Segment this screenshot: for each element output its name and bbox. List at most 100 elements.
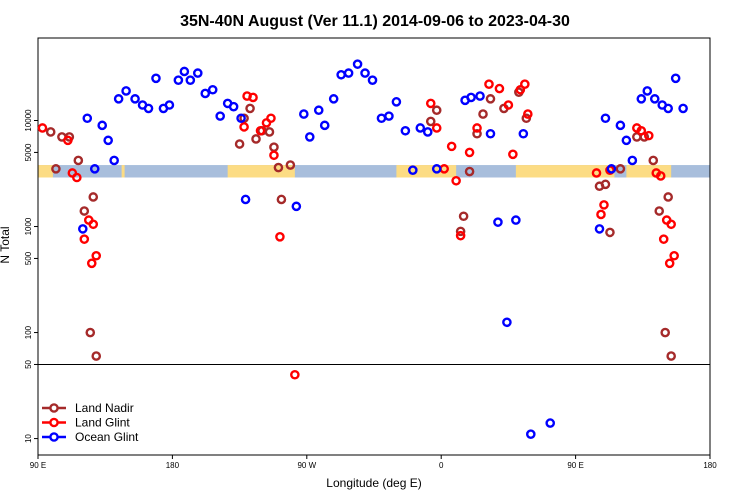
- point-land-nadir-20: [431, 105, 442, 116]
- point-ocean-glint-59: [627, 155, 638, 166]
- point-land-glint-0: [37, 123, 48, 133]
- point-land-nadir-37: [654, 206, 665, 216]
- point-land-glint-23: [455, 230, 466, 241]
- chart-title: 35N-40N August (Ver 11.1) 2014-09-06 to …: [180, 13, 570, 30]
- point-ocean-glint-29: [319, 120, 330, 131]
- surface-band: [38, 165, 710, 178]
- point-ocean-glint-14: [173, 75, 184, 85]
- point-ocean-glint-30: [328, 94, 339, 104]
- point-ocean-glint-13: [164, 100, 175, 110]
- point-ocean-glint-24: [240, 194, 251, 205]
- point-ocean-glint-38: [391, 97, 402, 107]
- point-ocean-glint-52: [526, 429, 536, 439]
- point-ocean-glint-40: [408, 165, 418, 175]
- legend-label-ocean-glint: Ocean Glint: [75, 430, 139, 444]
- point-ocean-glint-8: [130, 94, 140, 104]
- point-land-nadir-16: [273, 162, 284, 173]
- point-ocean-glint-51: [518, 128, 529, 139]
- point-ocean-glint-20: [215, 111, 225, 121]
- point-ocean-glint-3: [97, 120, 108, 131]
- legend-marker-ocean-glint: [49, 432, 59, 442]
- point-land-glint-34: [596, 209, 606, 220]
- point-land-glint-22: [451, 175, 461, 186]
- point-land-nadir-11: [245, 103, 255, 114]
- point-ocean-glint-50: [511, 215, 521, 225]
- point-land-glint-41: [655, 171, 666, 181]
- x-tick-label-2: 90 W: [297, 461, 316, 470]
- point-ocean-glint-17: [192, 68, 203, 78]
- point-land-nadir-1: [51, 164, 61, 174]
- legend-label-land-nadir: Land Nadir: [75, 401, 134, 415]
- point-ocean-glint-32: [343, 68, 354, 78]
- point-ocean-glint-47: [485, 128, 496, 139]
- point-ocean-glint-42: [422, 127, 433, 137]
- point-land-glint-9: [239, 122, 249, 132]
- x-tick-label-5: 180: [703, 461, 717, 470]
- point-ocean-glint-61: [642, 86, 653, 96]
- point-ocean-glint-41: [415, 123, 426, 133]
- axes: 90 E 180 90 W 0 90 E 180 10 50 100 500 1000 5000 100…: [24, 37, 717, 470]
- point-land-glint-45: [666, 219, 676, 230]
- point-land-nadir-6: [85, 327, 96, 338]
- point-land-nadir-24: [472, 128, 482, 139]
- point-ocean-glint-53: [545, 418, 556, 428]
- legend-marker-land-nadir: [49, 403, 59, 413]
- y-tick-label-6: 10000: [24, 109, 33, 132]
- point-ocean-glint-2: [89, 164, 100, 174]
- point-land-nadir-31: [600, 179, 611, 190]
- series-land-glint: [37, 79, 679, 380]
- series-land-nadir: [45, 87, 676, 361]
- point-land-glint-24: [464, 147, 475, 158]
- point-land-glint-4: [79, 234, 90, 244]
- point-land-glint-14: [266, 113, 276, 124]
- point-land-glint-46: [669, 250, 679, 261]
- point-land-nadir-32: [605, 227, 615, 238]
- point-land-nadir-22: [458, 211, 469, 222]
- point-ocean-glint-35: [367, 75, 378, 85]
- point-land-glint-21: [446, 141, 457, 152]
- point-land-glint-16: [275, 232, 285, 242]
- point-ocean-glint-60: [636, 94, 647, 104]
- y-tick-label-1: 50: [24, 359, 33, 368]
- point-land-glint-32: [523, 109, 533, 119]
- band-land-2: [227, 165, 295, 178]
- point-ocean-glint-37: [384, 111, 394, 121]
- point-land-glint-30: [515, 84, 526, 95]
- point-land-glint-31: [520, 79, 530, 89]
- point-land-glint-19: [431, 123, 442, 133]
- point-ocean-glint-64: [663, 103, 673, 114]
- y-axis-label: N Total: [0, 226, 12, 263]
- point-ocean-glint-16: [185, 75, 196, 85]
- point-land-nadir-8: [91, 351, 102, 361]
- point-ocean-glint-49: [502, 317, 512, 328]
- point-land-glint-39: [643, 130, 654, 141]
- point-ocean-glint-6: [113, 94, 124, 104]
- point-ocean-glint-28: [313, 105, 324, 116]
- point-ocean-glint-5: [109, 155, 119, 166]
- point-ocean-glint-4: [103, 135, 113, 146]
- point-land-nadir-7: [88, 192, 99, 202]
- point-land-nadir-26: [485, 94, 496, 104]
- point-ocean-glint-66: [678, 103, 688, 114]
- data-points: [37, 59, 688, 439]
- y-tick-label-0: 10: [24, 434, 33, 443]
- point-land-glint-17: [290, 369, 300, 380]
- band-land-1: [121, 165, 125, 178]
- point-ocean-glint-45: [466, 92, 476, 103]
- point-land-glint-42: [658, 234, 669, 244]
- point-ocean-glint-22: [228, 101, 239, 112]
- point-ocean-glint-57: [615, 120, 626, 131]
- point-ocean-glint-1: [82, 113, 93, 124]
- point-land-glint-35: [599, 200, 609, 210]
- point-ocean-glint-65: [670, 73, 681, 84]
- point-ocean-glint-46: [475, 91, 485, 101]
- point-ocean-glint-56: [606, 164, 617, 174]
- point-land-glint-12: [255, 125, 266, 136]
- point-land-glint-27: [494, 83, 505, 94]
- point-ocean-glint-18: [200, 88, 211, 99]
- point-ocean-glint-0: [78, 224, 88, 234]
- legend-label-land-glint: Land Glint: [75, 416, 130, 430]
- point-land-glint-3: [72, 172, 82, 183]
